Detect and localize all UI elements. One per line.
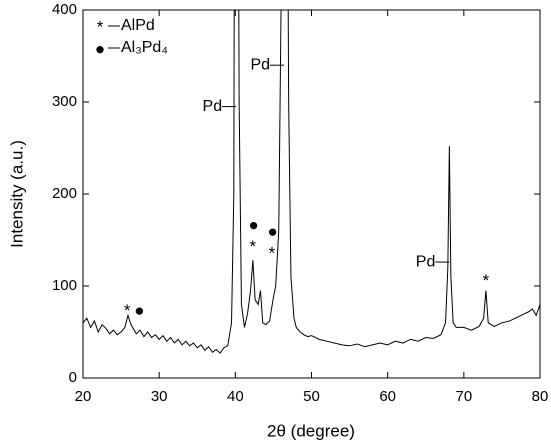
x-tick-label: 80 [532, 388, 549, 405]
x-tick-label: 60 [379, 388, 396, 405]
y-tick-label: 0 [69, 369, 77, 386]
x-tick-label: 30 [151, 388, 168, 405]
legend-symbol: * [97, 17, 104, 36]
x-tick-label: 40 [227, 388, 244, 405]
annotation: * [483, 271, 490, 290]
y-tick-label: 400 [52, 1, 77, 18]
x-tick-label: 20 [75, 388, 92, 405]
annotation: * [124, 301, 131, 320]
y-axis-title: Intensity (a.u.) [7, 140, 26, 248]
legend-label: Al₃Pd₄ [121, 39, 168, 56]
annotation: ● [268, 222, 278, 241]
y-tick-label: 300 [52, 93, 77, 110]
annotation: ● [134, 301, 144, 320]
legend-symbol: ● [95, 39, 105, 58]
legend-label: AlPd [121, 17, 155, 34]
annotation: * [269, 243, 276, 262]
x-tick-label: 70 [455, 388, 472, 405]
peak-label: Pd [416, 253, 436, 270]
y-tick-label: 100 [52, 277, 77, 294]
peak-label: Pd [251, 56, 271, 73]
annotation: * [250, 237, 257, 256]
x-axis-title: 2θ (degree) [267, 421, 355, 440]
x-tick-label: 50 [303, 388, 320, 405]
y-tick-label: 200 [52, 185, 77, 202]
data-line [83, 10, 540, 354]
plot-frame [82, 9, 541, 379]
annotation: ● [248, 216, 258, 235]
peak-label: Pd [203, 98, 223, 115]
